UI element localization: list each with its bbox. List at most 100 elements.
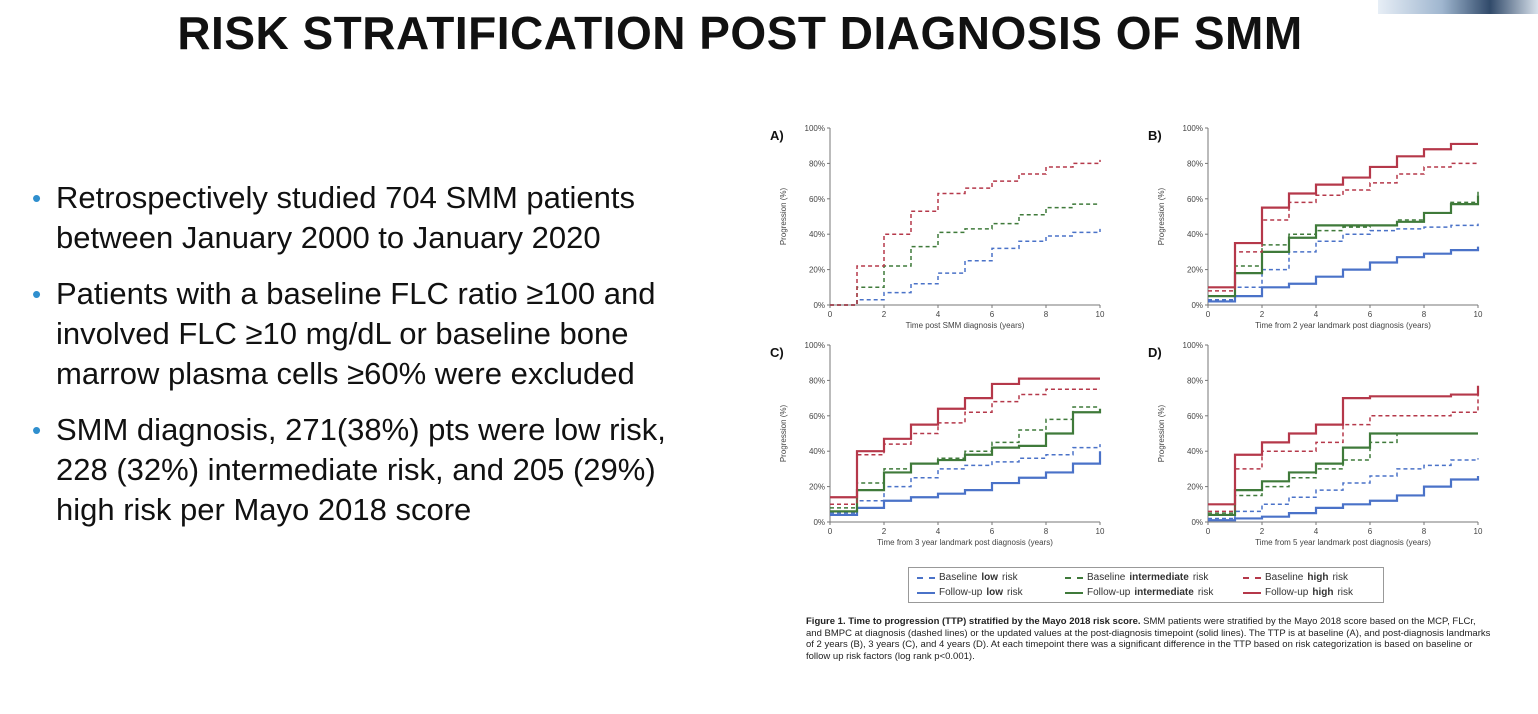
x-tick-label: 10 <box>1474 310 1483 319</box>
y-tick-label: 60% <box>1187 412 1203 421</box>
x-tick-label: 2 <box>882 310 887 319</box>
series-line-followup_int <box>830 408 1102 513</box>
y-tick-label: 40% <box>1187 447 1203 456</box>
legend-baseline-intermediate: Baseline intermediate risk <box>1065 572 1208 583</box>
legend-text: Baseline <box>1265 572 1304 583</box>
y-tick-label: 20% <box>1187 483 1203 492</box>
panel-2: B) 0% 20% 40% 60% 80% 100% 0 2 4 6 8 10 Time from 2 y… <box>1148 124 1483 330</box>
video-thumbnail-strip <box>1378 0 1538 14</box>
x-tick-label: 6 <box>1368 310 1373 319</box>
bullet-marker-icon: • <box>32 415 42 445</box>
y-tick-label: 80% <box>1187 376 1203 385</box>
x-axis-label: Time post SMM diagnosis (years) <box>906 321 1025 330</box>
y-tick-label: 20% <box>1187 266 1203 275</box>
series-line-baseline_low <box>830 444 1101 514</box>
y-axis-label: Progression (%) <box>1157 187 1166 245</box>
legend-text: risk <box>1337 587 1354 598</box>
slide-title: RISK STRATIFICATION POST DIAGNOSIS OF SM… <box>177 7 1303 59</box>
legend-text: risk <box>1197 587 1214 598</box>
x-tick-label: 10 <box>1474 527 1483 536</box>
legend-text: Follow-up <box>939 587 983 598</box>
y-tick-label: 100% <box>805 341 825 350</box>
series-line-followup_low <box>830 451 1102 517</box>
series-line-baseline_int <box>830 203 1100 306</box>
series-line-followup_int <box>1208 432 1478 517</box>
y-tick-label: 100% <box>805 124 825 133</box>
figure-legend: Baseline low risk Follow-up low risk Bas… <box>908 567 1384 603</box>
bullet-marker-icon: • <box>32 183 42 213</box>
legend-followup-low: Follow-up low risk <box>917 587 1023 598</box>
legend-text: risk <box>1332 572 1349 583</box>
panel-4: D) 0% 20% 40% 60% 80% 100% 0 2 4 6 8 10 Time from 5 y… <box>1148 341 1483 547</box>
kaplan-meier-figure: A) 0% 20% 40% 60% 80% 100% 0 2 4 6 8 10 Time post SMM… <box>765 118 1497 618</box>
legend-bold: intermediate <box>1134 587 1194 598</box>
legend-followup-intermediate: Follow-up intermediate risk <box>1065 587 1213 598</box>
series-line-baseline_low <box>1208 458 1479 520</box>
series-line-followup_high <box>1208 385 1480 506</box>
series-line-baseline_int <box>1208 432 1478 514</box>
caption-text: SMM patients were stratified by the Mayo… <box>806 616 1491 662</box>
bullet-text: Retrospectively studied 704 SMM patients… <box>56 180 635 255</box>
series-line-followup_int <box>1208 195 1480 298</box>
series-line-followup_low <box>1208 246 1480 303</box>
panel-label: D) <box>1148 345 1162 360</box>
legend-swatch <box>1065 591 1083 594</box>
legend-bold: low <box>981 572 999 583</box>
bullet-item: • Retrospectively studied 704 SMM patien… <box>30 178 710 258</box>
bullet-text: SMM diagnosis, 271(38%) pts were low ris… <box>56 412 666 527</box>
series-line-baseline_int <box>830 406 1100 509</box>
legend-text: risk <box>1192 572 1209 583</box>
legend-bold: high <box>1312 587 1334 598</box>
figure-caption: Figure 1. Time to progression (TTP) stra… <box>806 616 1492 662</box>
legend-bold: intermediate <box>1129 572 1189 583</box>
y-tick-label: 0% <box>813 301 825 310</box>
y-tick-label: 100% <box>1183 341 1203 350</box>
series-line-followup_low <box>1208 475 1480 522</box>
x-tick-label: 8 <box>1422 527 1427 536</box>
legend-followup-high: Follow-up high risk <box>1243 587 1353 598</box>
y-tick-label: 40% <box>809 447 825 456</box>
y-tick-label: 80% <box>809 159 825 168</box>
legend-bold: high <box>1307 572 1329 583</box>
x-tick-label: 4 <box>936 527 941 536</box>
y-tick-label: 60% <box>809 195 825 204</box>
x-tick-label: 4 <box>1314 527 1319 536</box>
legend-text: Baseline <box>1087 572 1126 583</box>
x-tick-label: 0 <box>828 310 833 319</box>
legend-text: Baseline <box>939 572 978 583</box>
legend-baseline-high: Baseline high risk <box>1243 572 1348 583</box>
x-tick-label: 6 <box>990 310 995 319</box>
y-axis-label: Progression (%) <box>1157 404 1166 462</box>
series-line-baseline_high <box>830 388 1100 506</box>
legend-text: risk <box>1007 587 1023 598</box>
series-line-baseline_high <box>830 159 1101 306</box>
bullet-marker-icon: • <box>32 279 42 309</box>
x-tick-label: 8 <box>1044 310 1049 319</box>
series-line-baseline_high <box>1208 162 1478 292</box>
panel-3: C) 0% 20% 40% 60% 80% 100% 0 2 4 6 8 10 Time from 3 y… <box>770 341 1105 547</box>
y-tick-label: 60% <box>809 412 825 421</box>
y-tick-label: 0% <box>1191 518 1203 527</box>
x-tick-label: 4 <box>936 310 941 319</box>
bullet-text: Patients with a baseline FLC ratio ≥100 … <box>56 276 656 391</box>
x-tick-label: 0 <box>1206 527 1211 536</box>
panel-1: A) 0% 20% 40% 60% 80% 100% 0 2 4 6 8 10 Time post SMM… <box>770 124 1105 330</box>
x-tick-label: 6 <box>1368 527 1373 536</box>
panel-label: B) <box>1148 128 1162 143</box>
bullet-list: • Retrospectively studied 704 SMM patien… <box>30 178 710 546</box>
x-axis-label: Time from 3 year landmark post diagnosis… <box>877 538 1053 547</box>
x-axis-label: Time from 5 year landmark post diagnosis… <box>1255 538 1431 547</box>
panel-label: C) <box>770 345 784 360</box>
y-tick-label: 60% <box>1187 195 1203 204</box>
x-tick-label: 6 <box>990 527 995 536</box>
legend-swatch <box>917 591 935 594</box>
legend-swatch <box>917 576 935 579</box>
y-tick-label: 40% <box>809 230 825 239</box>
series-line-baseline_low <box>830 228 1101 306</box>
legend-text: risk <box>1002 572 1018 583</box>
x-tick-label: 8 <box>1422 310 1427 319</box>
x-tick-label: 10 <box>1096 310 1105 319</box>
x-tick-label: 10 <box>1096 527 1105 536</box>
y-tick-label: 0% <box>813 518 825 527</box>
